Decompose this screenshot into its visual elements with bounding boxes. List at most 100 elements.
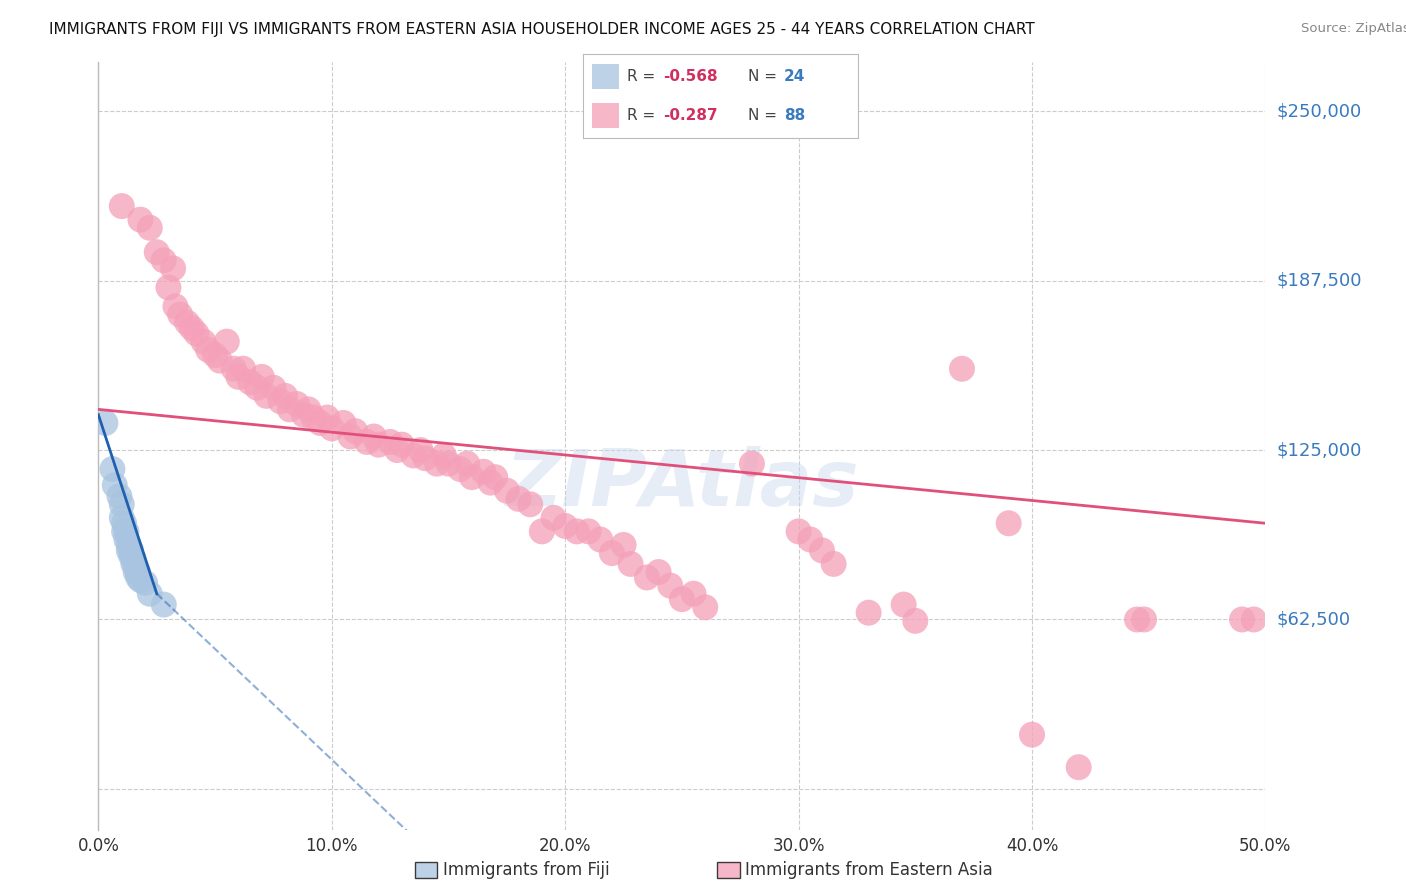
Point [671, 592, 693, 607]
Point [402, 449, 425, 463]
Point [297, 402, 319, 417]
Point [554, 519, 576, 533]
Point [636, 570, 658, 584]
Point [139, 220, 162, 235]
Point [309, 416, 332, 430]
Text: N =: N = [748, 108, 778, 123]
Text: -0.287: -0.287 [664, 108, 717, 123]
Point [1126, 612, 1149, 626]
Point [115, 533, 138, 547]
Point [120, 543, 142, 558]
Point [285, 397, 308, 411]
Point [1230, 612, 1253, 626]
Point [426, 457, 449, 471]
Point [239, 376, 262, 390]
Point [1133, 612, 1156, 626]
Text: $250,000: $250,000 [1277, 103, 1362, 120]
Point [215, 334, 238, 349]
Text: ZIPAtlas: ZIPAtlas [505, 446, 859, 523]
Text: -0.568: -0.568 [664, 69, 717, 84]
Point [157, 280, 180, 294]
Point [647, 565, 669, 579]
Point [479, 475, 502, 490]
Point [118, 543, 141, 558]
Point [1243, 612, 1265, 626]
Text: Source: ZipAtlas.com: Source: ZipAtlas.com [1301, 22, 1406, 36]
Point [600, 546, 623, 560]
Point [152, 598, 174, 612]
Point [530, 524, 553, 539]
Point [449, 462, 471, 476]
Point [112, 524, 135, 539]
Point [1067, 760, 1090, 774]
Point [269, 394, 291, 409]
Point [208, 353, 231, 368]
Point [127, 565, 149, 579]
Point [118, 538, 141, 552]
Text: $187,500: $187,500 [1277, 272, 1362, 290]
Point [186, 326, 208, 341]
Point [246, 381, 269, 395]
Point [125, 559, 148, 574]
Bar [592, 63, 619, 89]
Point [413, 451, 436, 466]
Text: Immigrants from Eastern Asia: Immigrants from Eastern Asia [745, 861, 993, 879]
Point [741, 457, 763, 471]
Text: 88: 88 [783, 108, 804, 123]
Point [695, 600, 717, 615]
Point [112, 516, 135, 531]
Point [578, 524, 600, 539]
Point [197, 343, 219, 357]
Point [356, 434, 378, 449]
Bar [592, 103, 619, 128]
Point [127, 570, 149, 584]
Point [104, 478, 127, 492]
Point [543, 511, 565, 525]
Point [787, 524, 810, 539]
Point [162, 261, 184, 276]
Point [204, 348, 226, 362]
Point [508, 491, 530, 506]
Point [950, 361, 973, 376]
Point [589, 533, 612, 547]
Point [332, 416, 354, 430]
Point [811, 543, 834, 558]
Point [165, 299, 187, 313]
Text: N =: N = [748, 69, 778, 84]
Point [94, 416, 117, 430]
Point [461, 470, 484, 484]
Point [111, 511, 134, 525]
Point [129, 573, 152, 587]
Point [484, 470, 506, 484]
Text: IMMIGRANTS FROM FIJI VS IMMIGRANTS FROM EASTERN ASIA HOUSEHOLDER INCOME AGES 25 : IMMIGRANTS FROM FIJI VS IMMIGRANTS FROM … [49, 22, 1035, 37]
Point [1021, 728, 1043, 742]
Point [176, 316, 198, 330]
Point [339, 429, 361, 443]
Point [682, 587, 704, 601]
Point [129, 212, 152, 227]
Point [222, 361, 245, 376]
Point [122, 551, 145, 566]
Point [232, 361, 254, 376]
Point [904, 614, 927, 628]
Point [122, 557, 145, 571]
Point [228, 370, 250, 384]
Point [519, 497, 541, 511]
Point [344, 424, 367, 438]
Point [125, 565, 148, 579]
Point [101, 462, 124, 476]
Point [363, 429, 385, 443]
Point [391, 437, 413, 451]
Point [565, 524, 588, 539]
Point [893, 598, 915, 612]
Point [111, 199, 134, 213]
Point [274, 389, 297, 403]
Text: R =: R = [627, 69, 655, 84]
Point [193, 334, 215, 349]
Text: Immigrants from Fiji: Immigrants from Fiji [443, 861, 610, 879]
Point [659, 579, 682, 593]
Point [409, 443, 432, 458]
Point [256, 389, 278, 403]
Point [169, 308, 191, 322]
Point [823, 557, 845, 571]
